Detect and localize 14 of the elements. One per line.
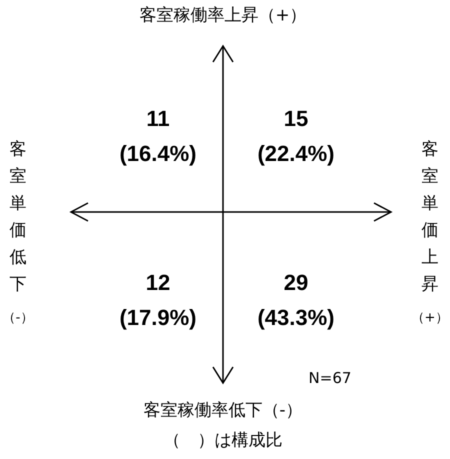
annotation: （ ）は構成比 <box>164 430 282 451</box>
annotation: (17.9%) <box>119 305 197 330</box>
annotation: N=67 <box>308 369 352 388</box>
data-label: 15 <box>284 106 308 131</box>
y-tick-label: 客室稼働率低下（-） <box>143 400 303 421</box>
annotation: (22.4%) <box>257 141 335 166</box>
data-label: 12 <box>146 270 170 295</box>
annotation: (43.3%) <box>257 305 335 330</box>
y-tick-label: 客室稼働率上昇（+） <box>139 6 307 26</box>
x-tick-label: 客室単価上昇（+） <box>412 140 448 326</box>
x-tick-label: 客室単価低下（-） <box>2 140 34 326</box>
annotation: (16.4%) <box>119 141 197 166</box>
data-label: 11 <box>146 106 170 131</box>
data-label: 29 <box>284 270 308 295</box>
